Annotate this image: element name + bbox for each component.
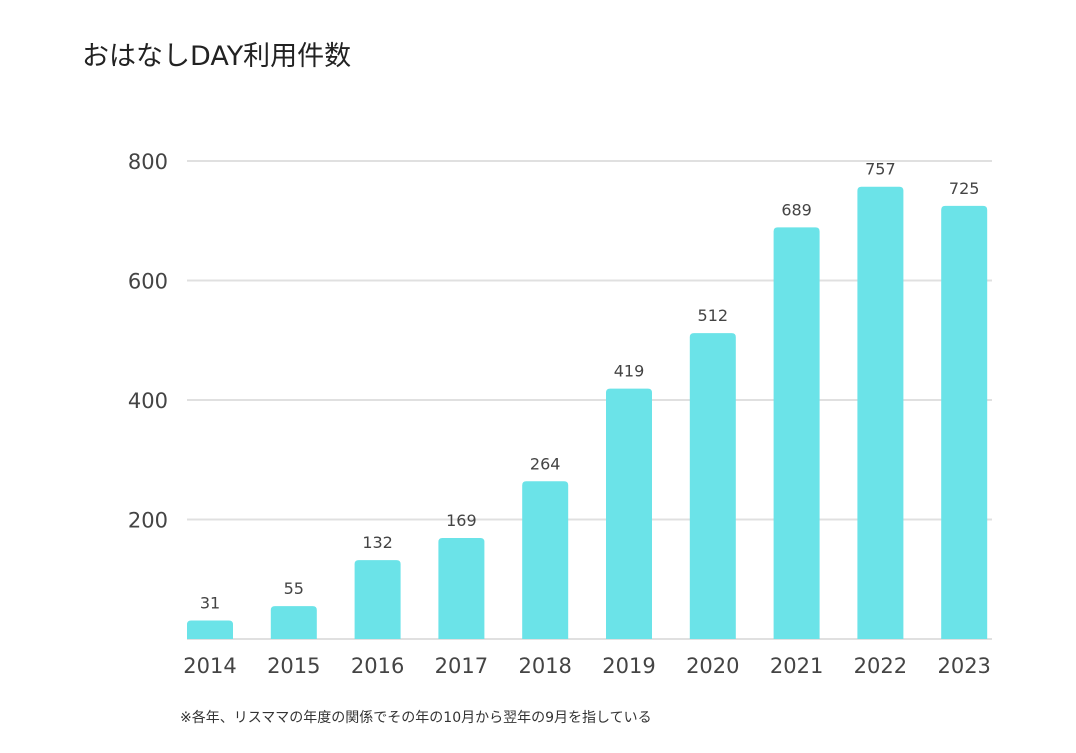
x-tick-label-2015: 2015 — [267, 654, 320, 678]
data-label-2021: 689 — [781, 200, 812, 219]
bar-2019 — [606, 388, 652, 639]
x-axis-ticks: 2014 2015 2016 2017 2018 2019 2020 2021 2022 2023 — [183, 654, 991, 678]
x-tick-label-2020: 2020 — [686, 654, 739, 678]
data-label-2018: 264 — [530, 454, 561, 473]
bar-2016 — [354, 560, 401, 639]
data-label-2014: 31 — [200, 593, 220, 612]
y-tick-label: 400 — [128, 389, 168, 413]
x-tick-label-2023: 2023 — [937, 654, 990, 678]
x-tick-label-2014: 2014 — [183, 654, 236, 678]
chart-title: おはなしDAY利用件数 — [82, 41, 352, 72]
bar-2017 — [438, 538, 485, 639]
x-tick-label-2022: 2022 — [854, 654, 907, 678]
y-tick-label: 800 — [128, 150, 168, 174]
bar-2014 — [187, 620, 233, 639]
x-tick-label-2019: 2019 — [602, 654, 655, 678]
y-tick-label: 600 — [128, 270, 168, 294]
data-label-2020: 512 — [698, 306, 729, 325]
footnote: ※各年、リスママの年度の関係でその年の10月から翌年の9月を指している — [180, 710, 652, 726]
data-label-2022: 757 — [865, 160, 896, 179]
bar-2020 — [689, 333, 736, 639]
data-label-2017: 169 — [446, 511, 477, 530]
data-label-2023: 725 — [949, 179, 980, 198]
bar-2023 — [941, 205, 988, 639]
bar-2015 — [270, 606, 317, 639]
bars — [187, 186, 988, 639]
x-tick-label-2017: 2017 — [435, 654, 488, 678]
bar-2018 — [522, 481, 569, 639]
data-label-2016: 132 — [362, 533, 393, 552]
x-tick-label-2021: 2021 — [770, 654, 823, 678]
data-label-2015: 55 — [284, 579, 304, 598]
y-axis-ticks: 200 400 600 800 — [128, 150, 168, 533]
bar-2021 — [773, 227, 820, 639]
y-tick-label: 200 — [128, 509, 168, 533]
x-tick-label-2016: 2016 — [351, 654, 404, 678]
bar-2022 — [857, 186, 904, 639]
data-label-2019: 419 — [614, 362, 645, 381]
data-labels: 31 55 132 169 264 419 512 689 757 725 — [200, 160, 980, 613]
x-tick-label-2018: 2018 — [518, 654, 571, 678]
